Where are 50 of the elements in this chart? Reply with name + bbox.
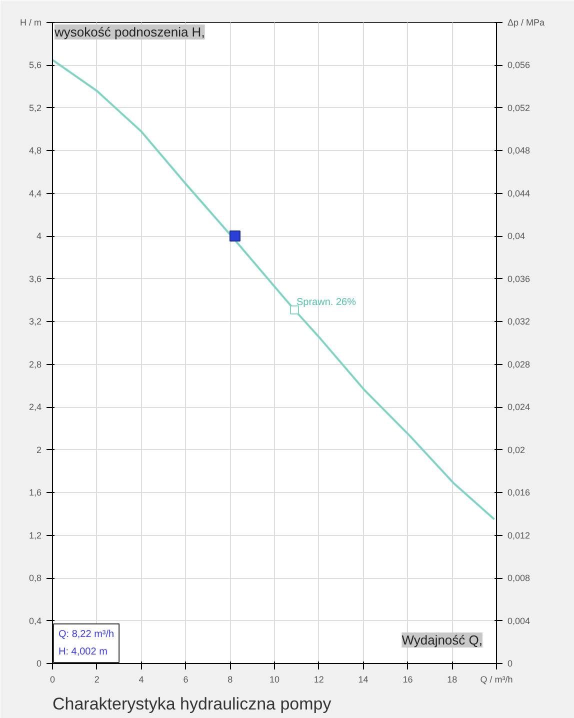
y2-tick-label: Δp / MPa (508, 18, 545, 28)
y2-tick-label: 0,036 (508, 274, 530, 284)
y-tick-label: 2,8 (28, 359, 42, 370)
x-axis-title: Wydajność Q, (402, 632, 483, 648)
y-tick-label: 1,2 (28, 530, 42, 540)
y-tick-label: 0,8 (28, 573, 42, 584)
x-tick-label: 12 (314, 674, 324, 684)
y-tick-label: 4,4 (28, 188, 42, 198)
x-tick-label: 0 (50, 674, 56, 684)
x-tick-label: 4 (138, 674, 144, 684)
x-tick-label: Q / m³/h (480, 674, 513, 684)
x-tick-label: 8 (228, 674, 233, 684)
y2-tick-label: 0,024 (508, 402, 530, 412)
x-tick-label: 6 (183, 674, 188, 684)
y2-tick-label: 0,004 (508, 616, 530, 626)
y2-tick-label: 0,008 (508, 573, 530, 584)
x-tick-label: 14 (358, 674, 368, 684)
y2-tick-label: 0,012 (508, 530, 530, 540)
y2-tick-label: 0,048 (508, 146, 530, 156)
y-tick-label: 1,6 (28, 488, 42, 498)
y-tick-label: 4 (36, 231, 42, 242)
y-axis-title: wysokość podnoszenia H, (54, 24, 205, 40)
y-tick-label: 2,4 (28, 402, 42, 412)
y-tick-label: 5,2 (28, 102, 42, 113)
y-tick-label: 5,6 (28, 60, 42, 70)
line-series (52, 58, 496, 520)
y2-tick-label: 0,016 (508, 488, 530, 498)
x-tick-label: 18 (447, 674, 458, 684)
y-tick-label: 4,8 (28, 146, 42, 156)
y2-tick-label: 0,028 (508, 359, 530, 370)
y-tick-label: 0 (36, 658, 42, 668)
annotation: H: 4,002 m (58, 646, 108, 658)
text: Charakterystyka hydrauliczna pompy (52, 694, 332, 714)
y2-tick-label: 0 (508, 658, 513, 668)
y2-tick-label: 0,044 (508, 188, 530, 198)
x-tick-label: 2 (94, 674, 100, 684)
y2-tick-label: 0,02 (508, 444, 526, 455)
y-tick-label: H / m (20, 18, 42, 28)
x-tick-label: 10 (269, 674, 280, 684)
y2-tick-label: 0,056 (508, 60, 530, 70)
y-tick-label: 3,2 (28, 316, 42, 327)
annotation: Q: 8,22 m³/h (58, 628, 114, 640)
y-tick-label: 2 (36, 444, 42, 455)
y2-tick-label: 0,04 (508, 231, 526, 242)
annotation: Sprawn. 26% (296, 296, 356, 308)
y2-tick-label: 0,032 (508, 316, 530, 327)
y-tick-label: 0,4 (28, 616, 42, 626)
y-tick-label: 3,6 (28, 274, 42, 284)
y2-tick-label: 0,052 (508, 102, 530, 113)
x-tick-label: 16 (402, 674, 413, 684)
